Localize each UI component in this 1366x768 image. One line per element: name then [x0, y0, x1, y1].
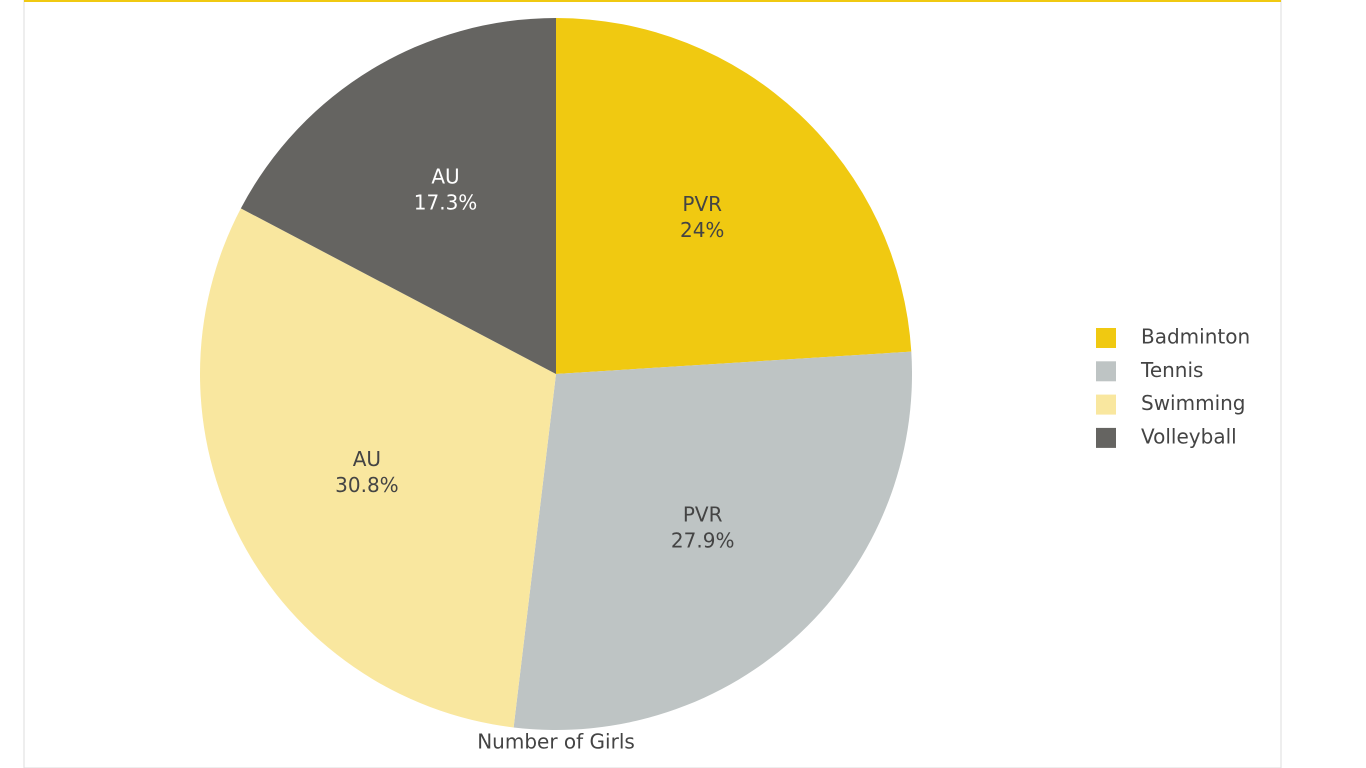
legend-swatch — [1096, 427, 1116, 448]
slice-value-label: 30.8% — [335, 473, 399, 497]
pie-slice — [513, 351, 912, 730]
legend-label: Volleyball — [1141, 424, 1237, 448]
slice-value-label: 24% — [680, 218, 724, 242]
pie-slice — [200, 208, 556, 728]
legend-swatch — [1096, 328, 1116, 348]
slice-value-label: 17.3% — [414, 191, 478, 215]
legend-swatch — [1096, 394, 1116, 415]
chart-title: Number of Girls — [477, 730, 635, 754]
legend-swatch — [1096, 361, 1116, 382]
slice-label: PVR — [683, 503, 723, 527]
pie-slice — [556, 18, 912, 374]
slice-value-label: 27.9% — [671, 529, 735, 553]
legend-label: Badminton — [1141, 325, 1250, 349]
slice-label: PVR — [682, 192, 722, 216]
pie-slice — [240, 18, 556, 374]
legend-label: Tennis — [1140, 358, 1203, 382]
slice-label: AU — [353, 447, 381, 471]
slice-label: AU — [431, 165, 459, 189]
legend-label: Swimming — [1141, 391, 1246, 415]
